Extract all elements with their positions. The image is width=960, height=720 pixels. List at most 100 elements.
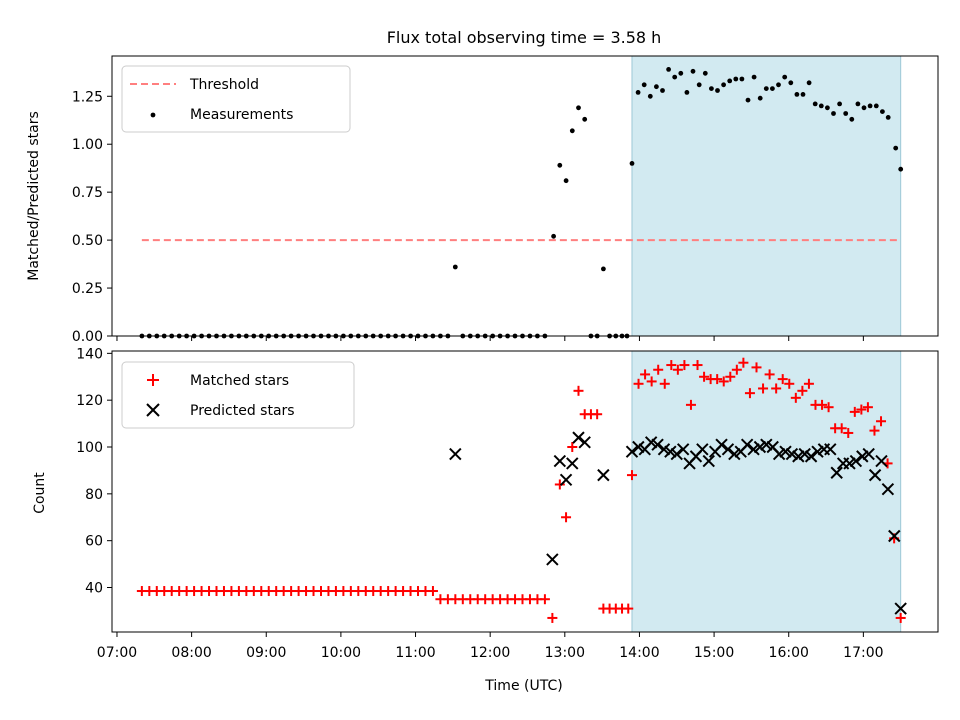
measurement-point (563, 178, 569, 184)
measurement-point (666, 67, 671, 72)
measurement-point (788, 80, 794, 86)
legend-predicted-label: Predicted stars (190, 403, 295, 419)
measurement-point (715, 88, 720, 93)
x-tick-label: 07:00 (97, 645, 137, 661)
matched-star-point (843, 427, 854, 438)
chart-title: Flux total observing time = 3.58 h (387, 28, 662, 47)
predicted-star-point (578, 436, 591, 449)
count-points (136, 357, 907, 623)
predicted-star-point (553, 454, 567, 468)
bottom-legend: Matched stars Predicted stars (121, 361, 355, 429)
x-tick-label: 16:00 (769, 645, 809, 661)
top-legend: Threshold Measurements (121, 65, 351, 133)
top-y-tick-label: 1.00 (72, 137, 103, 153)
measurement-point (770, 86, 775, 91)
predicted-star-point (597, 468, 610, 482)
measurement-point (898, 166, 904, 172)
measurement-point (794, 92, 800, 97)
measurement-point (660, 88, 665, 93)
matched-star-point (539, 594, 550, 605)
matched-star-point (633, 378, 644, 389)
matched-star-point (679, 360, 690, 371)
matched-star-point (836, 423, 847, 434)
measurement-point (635, 90, 641, 95)
top-y-axis-label: Matched/Predicted stars (26, 111, 42, 281)
matched-star-point (764, 369, 775, 380)
measurement-point (751, 74, 757, 80)
matched-star-point (849, 406, 860, 417)
matched-star-point (685, 399, 696, 410)
predicted-star-point (740, 438, 754, 451)
matched-star-point (672, 364, 683, 375)
matched-star-point (751, 362, 762, 373)
measurement-point (893, 145, 899, 151)
bottom-y-tick-label: 40 (85, 581, 103, 597)
measurement-point (684, 90, 690, 95)
bottom-y-tick-label: 60 (85, 534, 103, 550)
matched-star-point (784, 378, 795, 389)
matched-star-point (659, 378, 670, 389)
matched-star-point (797, 385, 808, 396)
matched-star-point (427, 586, 438, 597)
legend-measurements-label: Measurements (190, 107, 293, 123)
measurement-point (727, 78, 733, 84)
matched-star-point (771, 383, 782, 394)
count-panel: 40 60 80 100 120 140 07:00 08:00 09:00 10:00 11:0… (32, 346, 939, 694)
bottom-y-tick-label: 120 (76, 393, 103, 409)
measurement-point (745, 97, 751, 103)
matched-star-point (738, 357, 749, 368)
matched-star-point (856, 404, 867, 415)
legend-matched-label: Matched stars (190, 373, 289, 389)
matched-star-point (653, 364, 664, 375)
measurement-point (690, 68, 696, 74)
measurement-point (843, 111, 849, 116)
measurement-point (831, 111, 836, 116)
legend-predicted-swatch (146, 403, 160, 417)
top-y-tick-label: 0.50 (72, 233, 103, 249)
measurement-point (855, 101, 861, 107)
measurement-point (647, 93, 653, 99)
matched-star-point (862, 402, 873, 413)
matched-star-point (626, 470, 637, 481)
measurement-point (696, 82, 702, 88)
measurement-point (672, 74, 678, 80)
measurement-point (733, 76, 739, 82)
measurement-point (654, 84, 659, 90)
bottom-y-tick-label: 100 (76, 440, 103, 456)
matched-star-point (731, 364, 742, 375)
measurement-point (867, 103, 873, 109)
top-y-tick-label: 0.75 (72, 185, 103, 201)
measurement-point (763, 86, 769, 91)
measurement-point (837, 101, 842, 107)
predicted-star-point (715, 438, 728, 451)
matched-star-point (623, 603, 634, 614)
measurement-point (873, 103, 879, 109)
matched-star-point (823, 402, 834, 413)
top-y-tick-label: 1.25 (72, 89, 103, 105)
predicted-star-point (670, 447, 683, 461)
x-tick-label: 09:00 (246, 645, 286, 661)
predicted-star-point (449, 447, 462, 461)
matched-star-point (718, 376, 729, 387)
measurement-point (861, 105, 867, 111)
predicted-star-point (625, 445, 639, 458)
matched-star-point (573, 385, 584, 396)
bottom-y-tick-label: 80 (85, 487, 103, 503)
predicted-star-point (696, 443, 709, 456)
measurement-point (721, 82, 726, 88)
bottom-y-axis-label: Count (32, 472, 48, 514)
measurement-point (849, 116, 855, 122)
matched-star-point (869, 425, 880, 436)
predicted-star-point (804, 450, 818, 463)
observing-window-span-bottom (631, 350, 902, 633)
x-tick-label: 10:00 (321, 645, 361, 661)
x-tick-label: 13:00 (545, 645, 585, 661)
top-axes-frame (111, 55, 939, 337)
predicted-star-point (868, 468, 882, 482)
predicted-star-point (830, 466, 843, 479)
measurement-point (582, 116, 588, 122)
matched-star-point (758, 383, 769, 394)
matched-star-point (876, 416, 887, 427)
predicted-star-point (875, 454, 888, 468)
